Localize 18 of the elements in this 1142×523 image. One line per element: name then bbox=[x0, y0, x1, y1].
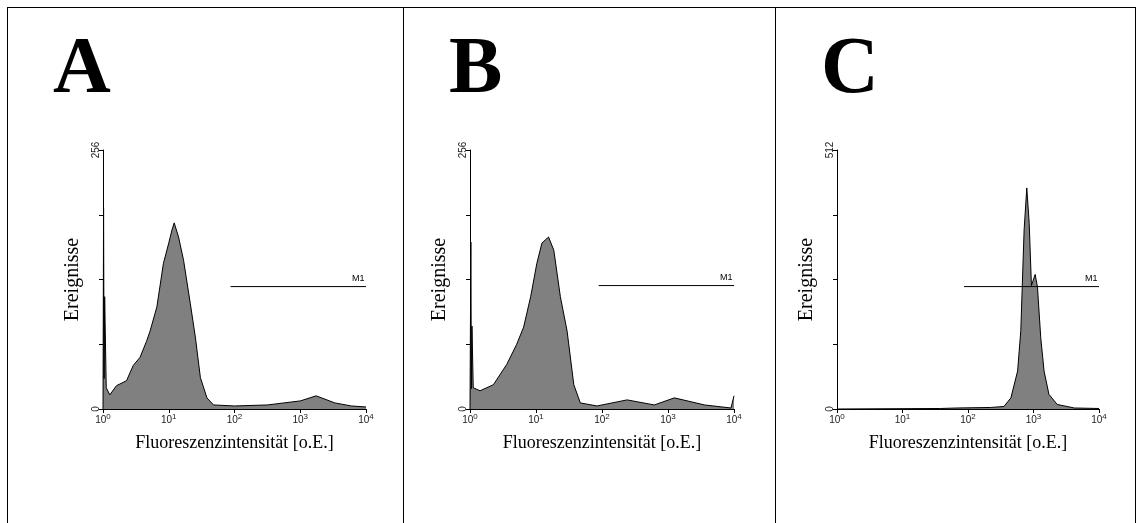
chart-title: C bbox=[821, 21, 879, 109]
x-axis-title: Fluoreszenzintensität [o.E.] bbox=[868, 432, 1068, 452]
y-axis-title: Ereignisse bbox=[794, 237, 817, 322]
x-axis-title: Fluoreszenzintensität [o.E.] bbox=[135, 432, 334, 452]
series-label: M1 bbox=[1085, 272, 1098, 283]
series-label: M1 bbox=[352, 272, 365, 283]
y-tick-label: 0 bbox=[89, 405, 101, 412]
y-axis-title: Ereignisse bbox=[427, 237, 450, 322]
y-tick-label: 512 bbox=[823, 141, 835, 159]
chart-title: B bbox=[449, 21, 503, 109]
y-tick-label: 0 bbox=[823, 405, 835, 412]
y-tick-label: 0 bbox=[456, 405, 468, 412]
y-tick-label: 256 bbox=[456, 141, 468, 159]
series-label: M1 bbox=[720, 271, 733, 282]
y-tick-label: 256 bbox=[89, 141, 101, 159]
x-axis-title: Fluoreszenzintensität [o.E.] bbox=[502, 432, 702, 452]
y-axis-title: Ereignisse bbox=[60, 237, 83, 322]
chart-title: A bbox=[53, 21, 111, 109]
